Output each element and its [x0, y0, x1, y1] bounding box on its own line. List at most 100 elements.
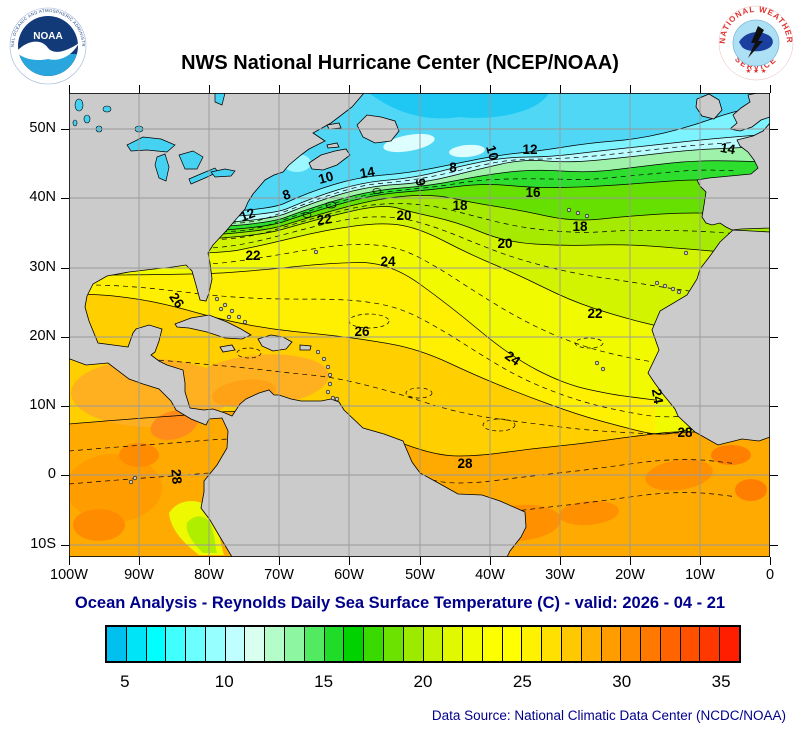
colorbar-cell	[185, 627, 205, 661]
axis-tick	[770, 128, 778, 130]
colorbar-cell	[580, 627, 601, 661]
axis-tick	[61, 267, 69, 269]
axis-tick	[770, 544, 778, 546]
svg-text:10: 10	[317, 168, 335, 186]
axis-tick	[138, 85, 140, 93]
axis-tick	[489, 85, 491, 93]
axis-tick	[770, 267, 778, 269]
axis-label: 30N	[29, 259, 56, 275]
colorbar-cell	[284, 627, 304, 661]
colorbar-tick-label: 10	[214, 672, 234, 691]
colorbar-cell	[600, 627, 621, 661]
analysis-caption: Ocean Analysis - Reynolds Daily Sea Surf…	[74, 594, 726, 612]
axis-label: 10N	[29, 397, 56, 413]
svg-text:12: 12	[522, 142, 537, 157]
axis-tick	[138, 557, 140, 565]
axis-label: 60W	[334, 567, 364, 583]
noaa-logo: NATIONAL OCEANIC AND ATMOSPHERIC ADMINIS…	[8, 6, 87, 85]
colorbar-tick-label: 15	[314, 672, 334, 691]
axis-tick	[208, 85, 210, 93]
axis-tick	[489, 557, 491, 565]
axis-tick	[629, 557, 631, 565]
colorbar-cell	[679, 627, 700, 661]
colorbar-cell	[521, 627, 542, 661]
axis-label: 90W	[124, 567, 154, 583]
colorbar-tick-label: 25	[512, 672, 532, 691]
axis-tick	[208, 557, 210, 565]
svg-text:14: 14	[359, 164, 377, 181]
svg-text:22: 22	[316, 211, 333, 228]
axis-tick	[61, 128, 69, 130]
axis-label: 80W	[194, 567, 224, 583]
axis-label: 20W	[615, 567, 645, 583]
svg-text:10: 10	[483, 144, 501, 162]
colorbar-cell	[719, 627, 739, 661]
data-source-note: Data Source: National Climatic Data Cent…	[431, 708, 786, 723]
axis-label: 50N	[29, 120, 56, 136]
colorbar-cell	[363, 627, 383, 661]
colorbar-cell	[462, 627, 482, 661]
axis-tick	[348, 85, 350, 93]
colorbar-cell	[343, 627, 364, 661]
colorbar-tick-label: 5	[120, 672, 130, 691]
svg-text:18: 18	[452, 198, 468, 213]
colorbar-cell	[402, 627, 423, 661]
svg-text:18: 18	[572, 219, 588, 234]
axis-label: 0	[765, 567, 775, 583]
colorbar-cell	[640, 627, 660, 661]
noaa-bird-icon	[16, 41, 79, 61]
colorbar-cell	[382, 627, 403, 661]
axis-tick	[61, 474, 69, 476]
axis-label: 10S	[30, 536, 56, 552]
colorbar-cell	[204, 627, 225, 661]
colorbar-cell	[442, 627, 463, 661]
page-title: NWS National Hurricane Center (NCEP/NOAA…	[181, 52, 619, 74]
axis-tick	[68, 85, 70, 93]
svg-text:22: 22	[587, 306, 602, 321]
axis-tick	[419, 557, 421, 565]
svg-text:12: 12	[238, 205, 257, 224]
svg-text:22: 22	[245, 248, 260, 263]
axis-tick	[61, 197, 69, 199]
nws-lightning-icon	[748, 26, 764, 58]
svg-text:8: 8	[449, 160, 457, 175]
svg-text:28: 28	[457, 456, 473, 471]
axis-tick	[770, 197, 778, 199]
axis-tick	[559, 85, 561, 93]
axis-label: 40W	[475, 567, 505, 583]
colorbar-cell	[145, 627, 166, 661]
axis-label: 20N	[29, 328, 56, 344]
axis-tick	[419, 85, 421, 93]
axis-label: 50W	[405, 567, 435, 583]
axis-tick	[278, 85, 280, 93]
temperature-colorbar	[105, 625, 741, 663]
colorbar-tick-label: 30	[612, 672, 632, 691]
axis-label: 10W	[685, 567, 715, 583]
colorbar-cell	[125, 627, 146, 661]
axis-tick	[770, 405, 778, 407]
axis-tick	[348, 557, 350, 565]
axis-label: 40N	[29, 189, 56, 205]
axis-tick	[61, 336, 69, 338]
lat-lon-grid	[69, 93, 770, 557]
svg-text:28: 28	[677, 425, 693, 440]
land-masses	[69, 93, 770, 557]
axis-tick	[68, 557, 70, 565]
colorbar-cell	[560, 627, 581, 661]
noaa-logo-text: NOAA	[33, 31, 62, 42]
axis-label: 70W	[264, 567, 294, 583]
axis-label: 100W	[50, 567, 88, 583]
axis-tick	[770, 474, 778, 476]
axis-tick	[61, 405, 69, 407]
colorbar-tick-label: 35	[711, 672, 731, 691]
colorbar-cell	[244, 627, 265, 661]
axis-tick	[278, 557, 280, 565]
colorbar-cell	[107, 627, 126, 661]
svg-text:14: 14	[719, 140, 737, 157]
nws-logo: NATIONAL WEATHER SERVICE ★ ★ ★	[718, 5, 794, 81]
colorbar-cell	[699, 627, 720, 661]
axis-tick	[769, 85, 771, 93]
sst-map: 12 8 10 14 9 22 20 8 10 12 14 16 18 18 20 22 24 22 26 26 24 2…	[68, 92, 771, 558]
